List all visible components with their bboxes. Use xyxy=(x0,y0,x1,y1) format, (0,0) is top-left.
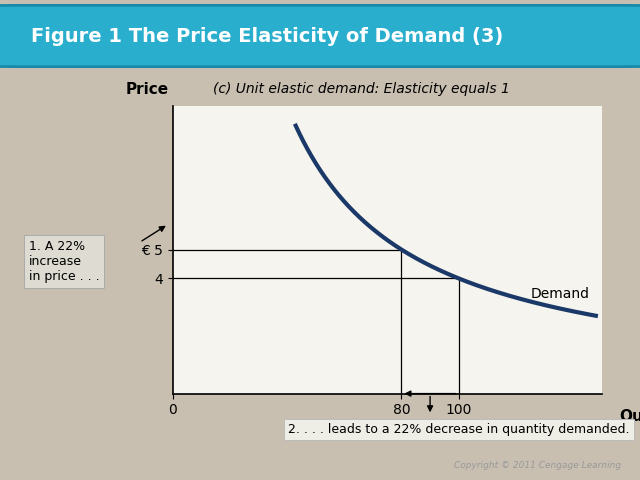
Text: (c) Unit elastic demand: Elasticity equals 1: (c) Unit elastic demand: Elasticity equa… xyxy=(213,82,510,96)
Text: 1. A 22%
increase
in price . . .: 1. A 22% increase in price . . . xyxy=(29,240,99,283)
Text: Price: Price xyxy=(125,82,168,97)
Text: Quantity: Quantity xyxy=(619,409,640,424)
Text: Copyright © 2011 Cengage Learning: Copyright © 2011 Cengage Learning xyxy=(454,461,621,470)
FancyBboxPatch shape xyxy=(0,5,640,67)
Text: 2. . . . leads to a 22% decrease in quantity demanded.: 2. . . . leads to a 22% decrease in quan… xyxy=(288,423,630,436)
Text: Demand: Demand xyxy=(530,287,589,301)
Text: Figure 1 The Price Elasticity of Demand (3): Figure 1 The Price Elasticity of Demand … xyxy=(31,26,504,46)
